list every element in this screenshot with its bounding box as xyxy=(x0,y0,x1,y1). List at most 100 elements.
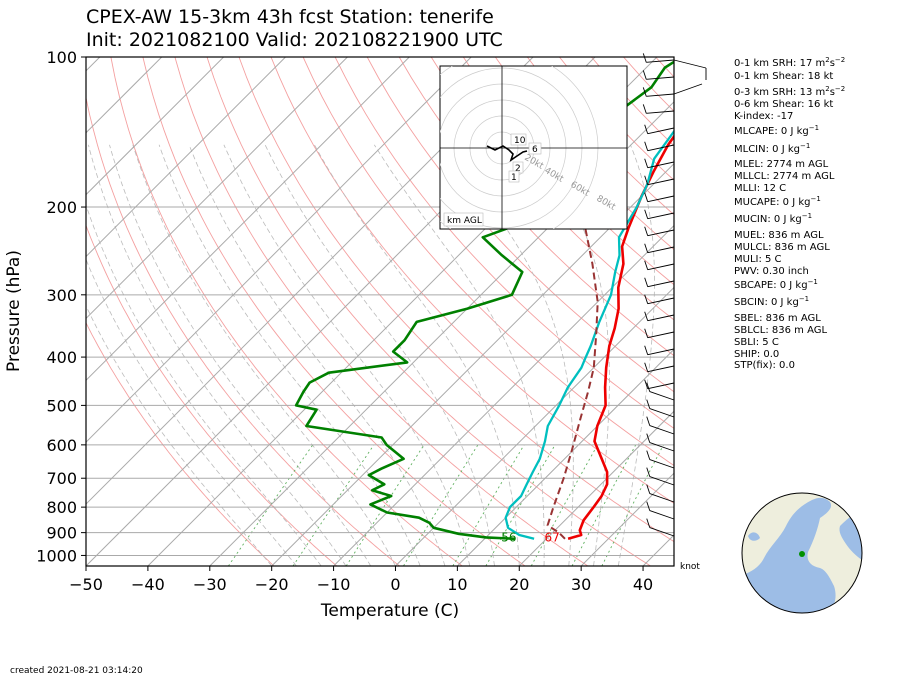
chart-title: CPEX-AW 15-3km 43h fcst Station: tenerif… xyxy=(86,6,494,28)
hodo-label-10: 10 xyxy=(514,136,526,146)
wind-barb xyxy=(647,195,675,203)
wind-barb xyxy=(647,229,675,237)
y-tick-label: 100 xyxy=(46,48,77,67)
wind-barb-flag xyxy=(644,311,649,321)
wind-barb-flag xyxy=(644,328,649,338)
wind-barb xyxy=(646,59,675,63)
y-tick-label: 200 xyxy=(46,198,77,217)
wind-barb xyxy=(646,110,675,114)
wind-barb-flag xyxy=(644,345,649,355)
index-line: SBCAPE: 0 J kg−1 xyxy=(734,278,818,291)
y-tick-label: 800 xyxy=(46,498,77,517)
wind-barb-flag xyxy=(646,433,651,443)
x-tick-label: 10 xyxy=(447,575,467,594)
wind-barb-flag xyxy=(644,226,649,236)
x-tick-label: −50 xyxy=(69,575,103,594)
x-tick-label: −40 xyxy=(131,575,165,594)
isotherm xyxy=(580,472,674,566)
wind-barb-flag xyxy=(644,124,649,134)
wind-barb xyxy=(649,442,675,452)
wind-barb-flag xyxy=(646,382,651,392)
background-grid xyxy=(86,57,674,566)
wind-barb-flag xyxy=(644,294,649,304)
index-line: 0-3 km SRH: 13 m2s−2 xyxy=(734,85,845,98)
wind-barb xyxy=(647,212,675,220)
moist-adiabat xyxy=(188,144,446,566)
index-line: SBEL: 836 m AGL xyxy=(734,313,821,324)
wind-barb-flag xyxy=(644,192,649,202)
axis-ticks: −50 −40 −30 −20 −10 0 10 20 30 40 100 200 300 400 500 6… xyxy=(36,48,653,594)
dry-adiabat xyxy=(174,57,589,566)
index-line: MULCL: 836 m AGL xyxy=(734,242,830,253)
wind-barb-flag xyxy=(642,70,647,80)
dry-adiabat xyxy=(430,57,674,321)
isotherm xyxy=(395,286,674,566)
wind-barb xyxy=(647,331,675,339)
mixing-ratio-line xyxy=(485,444,556,566)
index-line: MULI: 5 C xyxy=(734,254,782,265)
chart-subtitle: Init: 2021082100 Valid: 202108221900 UTC xyxy=(86,29,503,51)
wind-barb xyxy=(647,178,675,186)
y-tick-label: 400 xyxy=(46,348,77,367)
wind-barb xyxy=(647,144,675,152)
dry-adiabat xyxy=(86,95,400,566)
isotherm xyxy=(457,348,674,566)
wind-barb xyxy=(649,493,675,503)
wind-barb-flag xyxy=(646,467,651,477)
moist-adiabat xyxy=(223,144,471,566)
wind-barb xyxy=(649,408,675,418)
wind-barb-flag xyxy=(646,416,651,426)
y-tick-label: 600 xyxy=(46,436,77,455)
wind-barb-flag xyxy=(642,53,647,63)
wind-barb xyxy=(647,348,675,356)
hodograph-inset: 20kt 40kt 60kt 80kt 10 6 2 1 km AGL xyxy=(439,65,628,230)
hodo-label-6: 6 xyxy=(532,145,538,155)
mixing-ratio-line xyxy=(403,444,479,566)
wind-barb xyxy=(649,510,675,520)
index-line: 0-6 km Shear: 16 kt xyxy=(734,99,833,110)
index-line: MLCIN: 0 J kg−1 xyxy=(734,142,810,155)
index-line: MLEL: 2774 m AGL xyxy=(734,159,829,170)
index-line: MLLCL: 2774 m AGL xyxy=(734,171,835,182)
index-line: STP(fix): 0.0 xyxy=(734,360,795,371)
x-tick-label: −20 xyxy=(255,575,289,594)
station-marker xyxy=(799,551,805,557)
index-line: MUEL: 836 m AGL xyxy=(734,230,824,241)
wind-barb xyxy=(647,127,675,135)
wind-barb xyxy=(646,76,675,80)
isotherm xyxy=(86,57,163,134)
dry-adiabat xyxy=(334,57,674,429)
series-dewpoint xyxy=(504,129,674,540)
wind-barbs xyxy=(642,53,707,537)
x-tick-label: 20 xyxy=(509,575,529,594)
index-line: SBLI: 5 C xyxy=(734,337,779,348)
y-tick-label: 900 xyxy=(46,524,77,543)
dry-adiabat xyxy=(270,57,674,504)
index-line: PWV: 0.30 inch xyxy=(734,266,809,277)
index-line: MUCIN: 0 J kg−1 xyxy=(734,212,812,225)
isotherm xyxy=(518,410,674,566)
dry-adiabat xyxy=(302,57,674,467)
series-temperature xyxy=(567,134,674,541)
location-globe xyxy=(741,492,863,614)
x-tick-label: 40 xyxy=(633,575,653,594)
x-tick-label: 30 xyxy=(571,575,591,594)
x-tick-label: −30 xyxy=(193,575,227,594)
wind-barb xyxy=(673,59,707,69)
wind-barb-flag xyxy=(646,518,651,528)
wind-barb xyxy=(649,391,675,401)
x-tick-label: 0 xyxy=(390,575,400,594)
wind-unit-label: knot xyxy=(680,562,700,572)
hodograph-trace xyxy=(486,145,528,162)
dry-adiabat xyxy=(398,57,674,357)
isotherm xyxy=(209,101,674,566)
wind-barb xyxy=(647,246,675,254)
hodo-label-2: 2 xyxy=(515,164,521,174)
wind-barb-flag xyxy=(644,243,649,253)
surface-annotation: 56 xyxy=(501,530,516,544)
wind-barb-flag xyxy=(644,209,649,219)
globe-outline xyxy=(741,492,863,614)
moist-adiabat xyxy=(86,203,322,566)
y-tick-label: 700 xyxy=(46,469,77,488)
